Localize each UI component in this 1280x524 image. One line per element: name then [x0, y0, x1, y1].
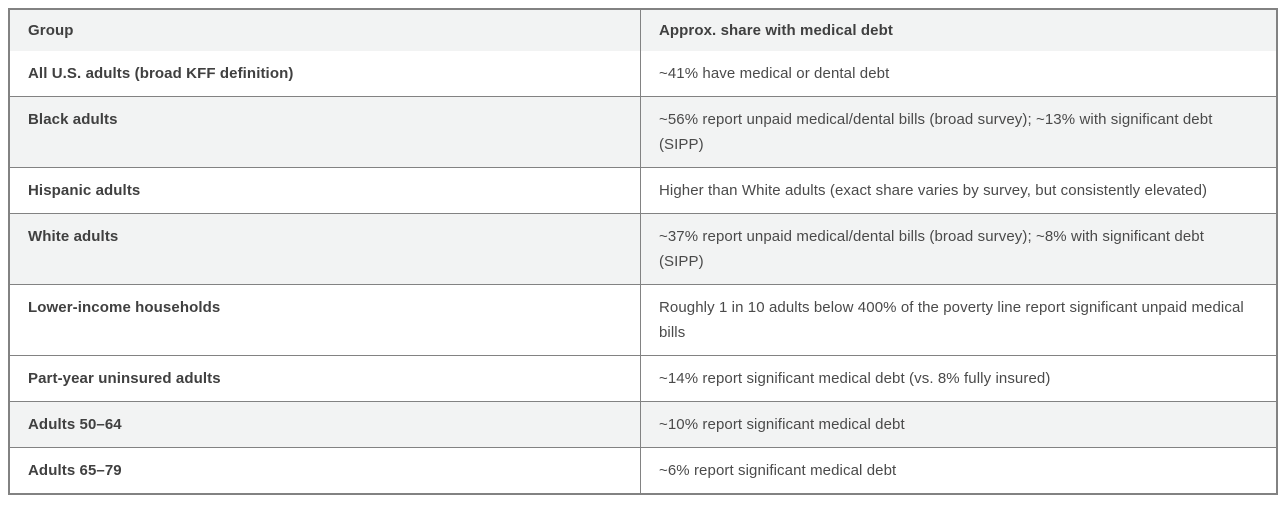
- table-row: Hispanic adults Higher than White adults …: [10, 167, 1276, 213]
- group-cell: White adults: [28, 228, 119, 245]
- group-cell: Black adults: [28, 111, 118, 128]
- share-cell: Roughly 1 in 10 adults below 400% of the…: [639, 285, 1276, 355]
- share-cell: ~10% report significant medical debt: [639, 402, 1276, 447]
- group-cell: Lower-income households: [28, 299, 221, 316]
- table-row: Black adults ~56% report unpaid medical/d…: [10, 96, 1276, 167]
- medical-debt-table: Group Approx. share with medical debt Al…: [8, 8, 1278, 495]
- table-row: White adults ~37% report unpaid medical/d…: [10, 213, 1276, 284]
- share-cell: ~14% report significant medical debt (vs…: [639, 356, 1276, 401]
- table-row: Part-year uninsured adults ~14% report si…: [10, 355, 1276, 401]
- share-cell: ~41% have medical or dental debt: [639, 51, 1276, 96]
- table-row: Adults 65–79 ~6% report significant medic…: [10, 447, 1276, 493]
- column-header-group: Group: [28, 22, 74, 39]
- group-cell: Part-year uninsured adults: [28, 370, 221, 387]
- group-cell: Adults 65–79: [28, 462, 122, 479]
- group-cell: All U.S. adults (broad KFF definition): [28, 65, 294, 82]
- table-row: Adults 50–64 ~10% report significant medi…: [10, 401, 1276, 447]
- table-body: All U.S. adults (broad KFF definition) ~4…: [10, 51, 1276, 493]
- table-row: Lower-income households Roughly 1 in 10 a…: [10, 284, 1276, 355]
- column-header-share: Approx. share with medical debt: [639, 10, 1276, 51]
- table-row: All U.S. adults (broad KFF definition) ~4…: [10, 51, 1276, 96]
- share-cell: Higher than White adults (exact share va…: [639, 168, 1276, 213]
- group-cell: Hispanic adults: [28, 182, 141, 199]
- table-header-row: Group Approx. share with medical debt: [10, 10, 1276, 51]
- share-cell: ~37% report unpaid medical/dental bills …: [639, 214, 1276, 284]
- share-cell: ~56% report unpaid medical/dental bills …: [639, 97, 1276, 167]
- group-cell: Adults 50–64: [28, 416, 122, 433]
- share-cell: ~6% report significant medical debt: [639, 448, 1276, 493]
